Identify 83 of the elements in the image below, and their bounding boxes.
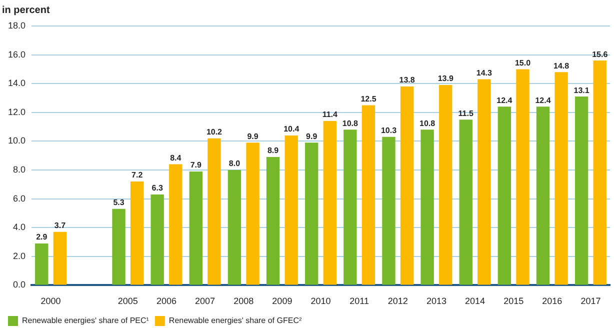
data-label: 13.1 <box>574 86 590 95</box>
bar <box>305 142 318 285</box>
x-tick-label: 2016 <box>542 296 562 306</box>
data-label: 8.4 <box>170 153 182 162</box>
data-label: 8.9 <box>267 146 280 156</box>
bar <box>53 232 67 285</box>
data-label: 12.4 <box>535 96 552 105</box>
bar <box>420 130 434 285</box>
data-label: 13.9 <box>438 74 454 84</box>
bar <box>478 79 491 285</box>
bar <box>266 157 280 285</box>
bar <box>35 243 48 285</box>
bar <box>574 96 588 285</box>
legend-label: Renewable energies' share of PEC¹ <box>22 316 150 326</box>
data-label: 15.6 <box>592 50 608 59</box>
bar <box>246 142 260 285</box>
y-tick-label: 14.0 <box>8 78 26 88</box>
bar <box>189 171 202 285</box>
bar <box>284 135 298 285</box>
y-axis-title: in percent <box>2 4 50 16</box>
bar <box>362 105 376 285</box>
bar <box>228 170 242 285</box>
bar <box>150 194 164 285</box>
bar <box>536 106 550 285</box>
data-label: 3.7 <box>54 221 66 230</box>
data-label: 10.2 <box>206 128 223 137</box>
data-label: 13.8 <box>399 76 416 85</box>
data-label: 14.8 <box>554 61 570 70</box>
data-label: 10.8 <box>342 118 358 128</box>
bar <box>130 182 144 285</box>
x-tick-label: 2011 <box>350 296 370 306</box>
data-label: 8.0 <box>228 159 241 168</box>
data-label: 9.9 <box>306 132 318 141</box>
y-tick-label: 6.0 <box>13 193 26 204</box>
x-tick-label: 2008 <box>234 296 254 306</box>
y-tick-label: 4.0 <box>13 222 26 232</box>
data-label: 12.5 <box>360 94 377 104</box>
data-label: 5.3 <box>113 198 125 208</box>
bar <box>323 121 337 285</box>
y-tick-label: 0.0 <box>13 280 26 290</box>
data-label: 15.0 <box>514 58 532 68</box>
data-label: 6.3 <box>152 184 164 193</box>
x-tick-label: 2005 <box>118 296 138 306</box>
y-tick-label: 12.0 <box>8 106 26 117</box>
data-label: 11.5 <box>458 108 474 118</box>
x-tick-label: 2015 <box>504 296 524 306</box>
bar <box>169 164 182 285</box>
bar <box>400 86 414 285</box>
data-label: 11.4 <box>322 110 338 120</box>
data-label: 2.9 <box>36 232 48 242</box>
bar <box>498 106 512 285</box>
x-tick-label: 2014 <box>465 296 486 306</box>
bar <box>516 69 530 285</box>
bar <box>554 72 568 285</box>
data-label: 12.4 <box>496 96 513 105</box>
data-label: 9.9 <box>247 132 259 141</box>
data-label: 7.9 <box>190 160 202 170</box>
x-tick-label: 2010 <box>310 296 331 306</box>
y-tick-label: 10.0 <box>8 136 26 146</box>
bar <box>459 120 472 285</box>
legend-label: Renewable energies' share of GFEC² <box>168 316 302 326</box>
y-tick-label: 18.0 <box>8 20 26 30</box>
y-tick-label: 8.0 <box>13 164 26 174</box>
data-label: 7.2 <box>132 170 144 180</box>
bar <box>382 136 396 285</box>
x-tick-label: 2013 <box>426 296 446 306</box>
x-tick-label: 2017 <box>580 296 601 306</box>
y-tick-label: 16.0 <box>8 49 26 60</box>
bar <box>439 85 452 285</box>
x-tick-label: 2012 <box>388 296 408 306</box>
x-tick-label: 2009 <box>272 296 292 306</box>
data-label: 10.8 <box>420 118 436 128</box>
bar <box>112 208 126 285</box>
x-tick-label: 2007 <box>195 296 216 306</box>
data-label: 14.3 <box>476 68 493 78</box>
bar <box>344 130 357 285</box>
bar <box>208 138 221 285</box>
data-label: 10.4 <box>284 124 300 134</box>
bar <box>593 60 606 285</box>
x-tick-label: 2006 <box>156 296 177 306</box>
y-tick-label: 2.0 <box>13 250 26 261</box>
x-tick-label: 2000 <box>40 296 61 306</box>
data-label: 10.3 <box>380 126 398 136</box>
